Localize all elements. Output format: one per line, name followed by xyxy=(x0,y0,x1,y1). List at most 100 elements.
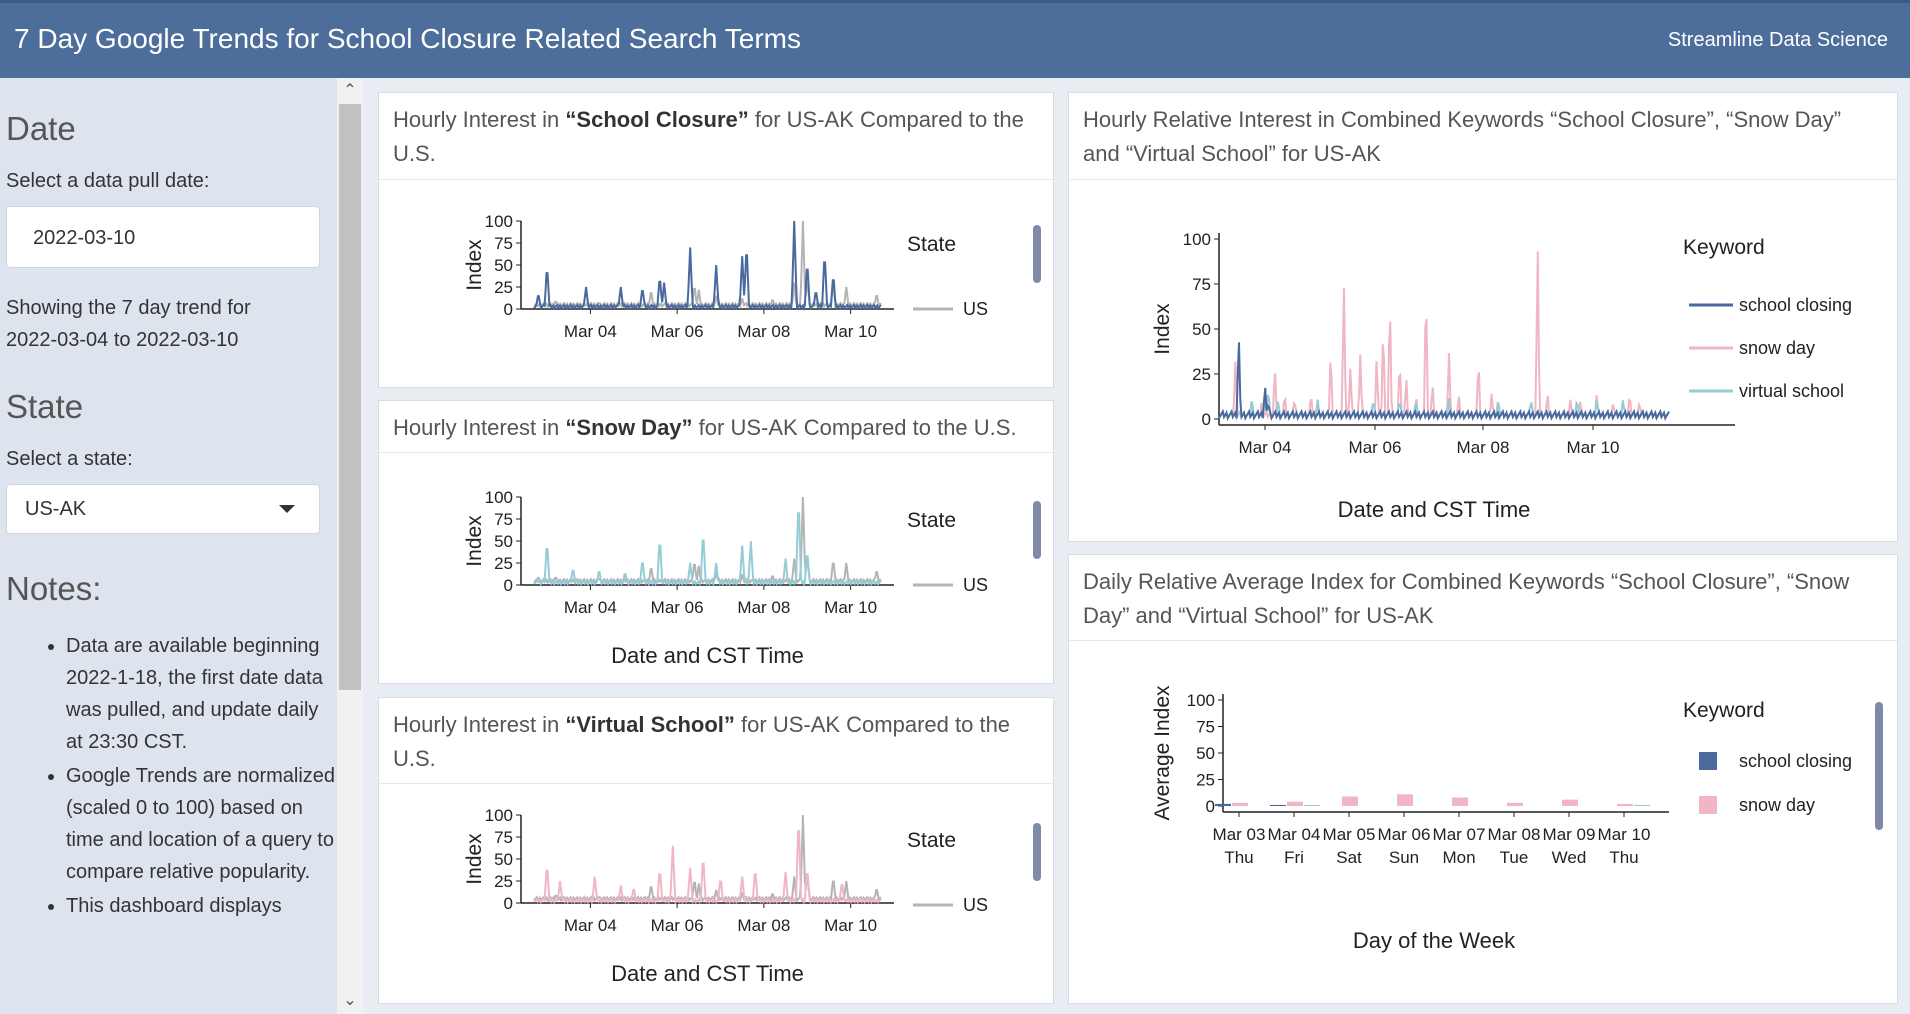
legend-title: State xyxy=(907,509,956,532)
chart-daily-average[interactable]: 0 25 50 75 100 Mar 03 Thu Mar 04 Fri Mar 05 Sat Mar… xyxy=(1069,642,1899,1002)
date-label: Select a data pull date: xyxy=(6,170,210,192)
x-tick-label: Mar 07 xyxy=(1433,825,1486,844)
legend-label-us: US xyxy=(963,299,988,319)
y-tick-label: 75 xyxy=(494,234,513,253)
legend-items: school closing snow day virtual school xyxy=(1699,751,1852,859)
y-tick-label: 25 xyxy=(494,554,513,573)
notes-heading: Notes: xyxy=(6,570,102,607)
y-axis-label: Average Index xyxy=(1151,685,1174,821)
x-tick-label: Mar 10 xyxy=(1567,438,1620,457)
panel-divider xyxy=(1069,640,1897,641)
panel-title-keyword: “Virtual School” xyxy=(565,712,735,737)
panel-title-suffix: for US-AK Compared to the U.S. xyxy=(692,415,1017,440)
legend-title: Keyword xyxy=(1683,236,1765,259)
bar-virtual-school xyxy=(1304,804,1320,806)
note-item: This dashboard displays xyxy=(66,890,337,922)
scrollbar-thumb[interactable] xyxy=(339,104,361,690)
x-tick-weekday: Tue xyxy=(1500,848,1529,867)
legend-title: Keyword xyxy=(1683,699,1765,722)
legend-swatch-school-closing xyxy=(1699,752,1717,770)
panel-divider xyxy=(379,452,1053,453)
panel-title-keyword: “Snow Day” xyxy=(565,415,693,440)
x-tick-label: Mar 04 xyxy=(1239,438,1292,457)
x-tick-weekday: Sat xyxy=(1336,848,1362,867)
x-tick-label: Mar 06 xyxy=(651,322,704,341)
panel-combined-hourly: Hourly Relative Interest in Combined Key… xyxy=(1068,92,1898,542)
panel-title-suffix: for US-AK Compared to the U.S. xyxy=(393,712,1011,771)
series-line-school-closing xyxy=(1218,342,1670,421)
series-line-state xyxy=(533,220,882,312)
y-tick-label: 0 xyxy=(504,576,513,595)
panel-divider xyxy=(1069,179,1897,180)
y-tick-label: 50 xyxy=(494,532,513,551)
state-heading: State xyxy=(6,388,84,425)
y-tick-label: 0 xyxy=(504,300,513,319)
panel-school-closure: Hourly Interest in “School Closure” for … xyxy=(378,92,1054,388)
brand-name[interactable]: Streamline Data Science xyxy=(1667,29,1888,51)
panel-title-suffix: for US-AK Compared to the U.S. xyxy=(393,107,1024,166)
panel-title-keyword: “School Closure” xyxy=(565,107,749,132)
y-tick-label: 25 xyxy=(494,872,513,891)
legend-label-snow-day: snow day xyxy=(1739,338,1815,358)
y-tick-label: 75 xyxy=(494,828,513,847)
x-tick-label: Mar 08 xyxy=(1488,825,1541,844)
y-tick-label: 25 xyxy=(494,278,513,297)
bar-snow-day xyxy=(1342,796,1358,806)
x-tick-weekday: Thu xyxy=(1224,848,1253,867)
legend-scrollbar xyxy=(1875,702,1883,830)
y-tick-label: 100 xyxy=(485,806,513,825)
chart-virtual-school[interactable]: 0 25 50 75 100 Mar 04 Mar 06 Mar 08 Mar 10 Index D… xyxy=(379,785,1055,1003)
x-tick-label: Mar 04 xyxy=(1268,825,1321,844)
legend-label-virtual-school: virtual school xyxy=(1739,839,1844,859)
scroll-down-icon[interactable]: ⌄ xyxy=(343,992,357,1009)
y-tick-label: 50 xyxy=(1192,320,1211,339)
x-tick-label: Mar 10 xyxy=(1598,825,1651,844)
x-tick-weekday: Wed xyxy=(1552,848,1587,867)
panel-title-prefix: Hourly Interest in xyxy=(393,107,566,132)
x-tick-label: Mar 05 xyxy=(1323,825,1376,844)
x-axis-label: Date and CST Time xyxy=(611,961,804,986)
legend-scrollbar xyxy=(1033,823,1041,881)
x-tick-label: Mar 04 xyxy=(564,916,617,935)
chart-snow-day[interactable]: 0 25 50 75 100 Mar 04 Mar 06 Mar 08 Mar 10 Index D… xyxy=(379,453,1055,683)
date-heading: Date xyxy=(6,110,76,147)
sidebar-scrollbar[interactable]: ⌃ ⌄ xyxy=(337,78,363,1014)
x-tick-weekday: Mon xyxy=(1442,848,1475,867)
legend-title: State xyxy=(907,829,956,852)
x-tick-label: Mar 08 xyxy=(737,916,790,935)
state-label: Select a state: xyxy=(6,448,133,470)
bar-snow-day xyxy=(1507,802,1523,806)
y-axis-label: Index xyxy=(463,833,486,885)
x-tick-label: Mar 08 xyxy=(1457,438,1510,457)
legend-label-school-closing: school closing xyxy=(1739,751,1852,771)
chart-school-closure[interactable]: 0 25 50 75 100 Mar 04 Mar 06 Mar 08 Mar 10 Index S… xyxy=(379,181,1055,387)
app-title: 7 Day Google Trends for School Closure R… xyxy=(14,23,801,54)
x-tick-label: Mar 06 xyxy=(651,916,704,935)
note-item: Data are available beginning 2022-1-18, … xyxy=(66,630,337,758)
y-tick-label: 0 xyxy=(1202,410,1211,429)
chart-combined-hourly[interactable]: 0 25 50 75 100 Mar 04 Mar 06 Mar 08 Mar 10 Index D… xyxy=(1069,181,1899,541)
panel-title-prefix: Hourly Interest in xyxy=(393,415,566,440)
scroll-up-icon[interactable]: ⌃ xyxy=(343,82,357,99)
y-tick-label: 0 xyxy=(1206,797,1215,816)
legend-label-us: US xyxy=(963,575,988,595)
y-tick-label: 75 xyxy=(1192,275,1211,294)
trend-range-line1: Showing the 7 day trend for xyxy=(6,297,251,319)
x-tick-label: Mar 06 xyxy=(1378,825,1431,844)
series-line-us xyxy=(533,496,882,587)
legend-label-snow-day: snow day xyxy=(1739,795,1815,815)
panel-title: Hourly Relative Interest in Combined Key… xyxy=(1083,107,1842,166)
bar-snow-day xyxy=(1232,802,1248,806)
y-tick-label: 75 xyxy=(1196,718,1215,737)
app-header: 7 Day Google Trends for School Closure R… xyxy=(0,0,1910,78)
x-axis-label: Day of the Week xyxy=(1353,928,1516,953)
x-tick-label: Mar 10 xyxy=(824,598,877,617)
legend-swatch-snow-day xyxy=(1699,796,1717,814)
date-input[interactable]: 2022-03-10 xyxy=(6,206,320,268)
bar-virtual-school xyxy=(1634,804,1650,806)
x-tick-label: Mar 06 xyxy=(1349,438,1402,457)
bar-snow-day xyxy=(1617,803,1633,806)
series-line-us xyxy=(533,814,882,905)
state-select[interactable]: US-AK xyxy=(6,484,320,534)
panel-title: Hourly Interest in “Snow Day” for US-AK … xyxy=(393,411,1039,445)
